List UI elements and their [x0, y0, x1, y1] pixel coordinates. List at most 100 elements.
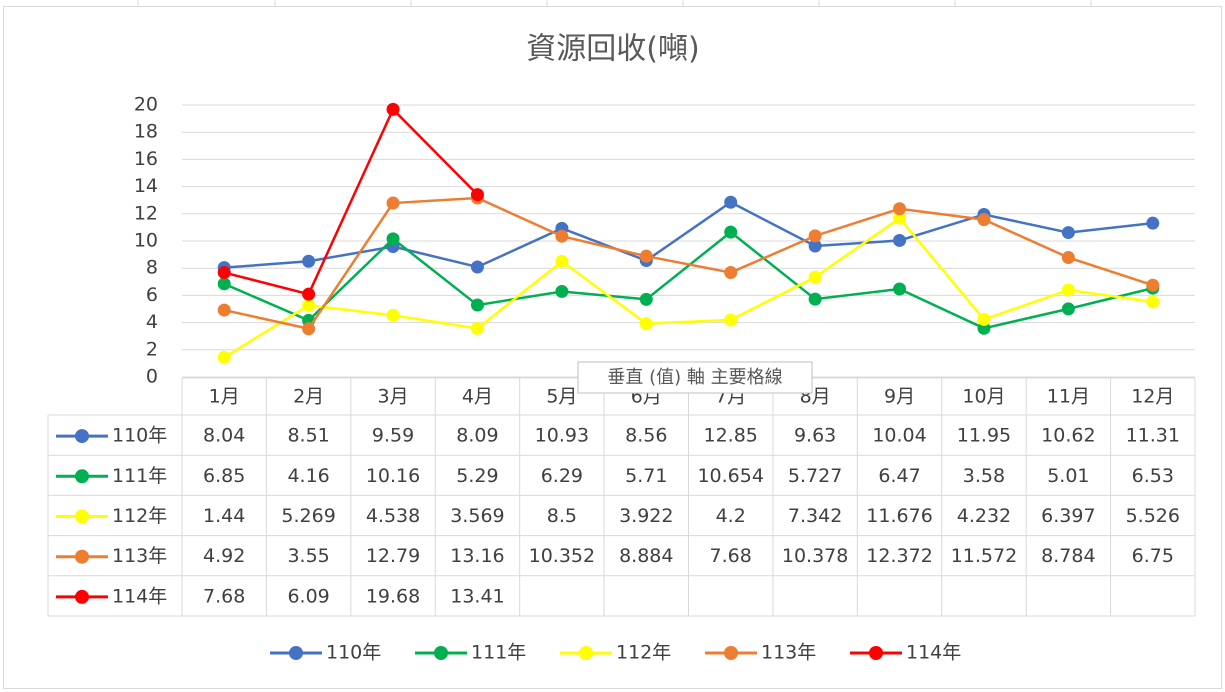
table-cell: 5.71: [625, 465, 667, 487]
marker: [217, 277, 231, 291]
table-legend-marker: [75, 549, 89, 564]
legend-label: 111年: [471, 642, 526, 664]
x-tick-label: 1月: [209, 386, 240, 408]
x-tick-label: 3月: [377, 386, 408, 408]
table-cell: 5.526: [1126, 505, 1180, 527]
marker: [1146, 295, 1160, 309]
legend-marker: [869, 646, 883, 660]
x-tick-label: 5月: [546, 386, 577, 408]
legend-label: 112年: [616, 642, 671, 664]
x-tick-label: 12月: [1131, 386, 1174, 408]
legend-marker: [579, 646, 593, 660]
marker: [724, 266, 738, 280]
table-cell: 6.75: [1132, 545, 1174, 567]
legend-marker: [289, 646, 303, 660]
marker: [302, 298, 316, 312]
table-cell: 6.85: [203, 465, 245, 487]
table-legend-marker: [75, 509, 89, 524]
table-cell: 3.55: [287, 545, 329, 567]
table-cell: 13.16: [450, 545, 504, 567]
y-tick-label: 16: [134, 148, 158, 170]
marker: [639, 249, 653, 263]
marker: [808, 239, 822, 253]
table-cell: 8.784: [1041, 545, 1095, 567]
table-cell: 13.41: [450, 585, 504, 607]
marker: [639, 317, 653, 331]
table-legend-marker: [75, 589, 89, 604]
marker: [1061, 251, 1075, 265]
table-cell: 7.68: [203, 585, 245, 607]
marker: [555, 254, 569, 268]
table-series-name: 111年: [112, 465, 167, 487]
table-series-name: 113年: [112, 545, 167, 567]
table-cell: 3.922: [619, 505, 673, 527]
table-cell: 4.16: [287, 465, 329, 487]
table-cell: 12.85: [704, 425, 758, 447]
x-tick-label: 4月: [462, 386, 493, 408]
table-cell: 1.44: [203, 505, 245, 527]
y-tick-label: 12: [134, 202, 158, 224]
table-cell: 6.47: [878, 465, 920, 487]
table-cell: 3.58: [963, 465, 1005, 487]
table-cell: 8.04: [203, 425, 245, 447]
marker: [1146, 216, 1160, 230]
marker: [302, 254, 316, 268]
table-cell: 11.95: [957, 425, 1011, 447]
marker: [217, 266, 231, 280]
marker: [893, 211, 907, 225]
marker: [977, 213, 991, 227]
legend-label: 113年: [761, 642, 816, 664]
table-cell: 6.09: [287, 585, 329, 607]
y-tick-label: 18: [134, 121, 158, 143]
table-cell: 7.68: [710, 545, 752, 567]
marker: [893, 202, 907, 216]
table-cell: 4.2: [716, 505, 746, 527]
tooltip-text: 垂直 (值) 軸 主要格線: [607, 367, 782, 388]
x-tick-label: 10月: [962, 386, 1005, 408]
marker: [555, 284, 569, 298]
marker: [724, 313, 738, 327]
table-cell: 12.372: [866, 545, 932, 567]
table-cell: 4.232: [957, 505, 1011, 527]
table-cell: 8.51: [287, 425, 329, 447]
marker: [1061, 226, 1075, 240]
marker: [724, 225, 738, 239]
y-tick-label: 4: [146, 311, 158, 333]
table-cell: 12.79: [366, 545, 420, 567]
marker: [724, 195, 738, 209]
marker: [1061, 302, 1075, 316]
table-cell: 10.93: [535, 425, 589, 447]
table-series-name: 114年: [112, 585, 167, 607]
marker: [470, 260, 484, 274]
marker: [555, 229, 569, 243]
table-cell: 19.68: [366, 585, 420, 607]
tooltip-box: [577, 361, 813, 394]
table-series-name: 112年: [112, 505, 167, 527]
marker: [386, 196, 400, 210]
marker: [808, 270, 822, 284]
table-cell: 10.04: [872, 425, 926, 447]
table-cell: 6.397: [1041, 505, 1095, 527]
y-tick-label: 10: [134, 230, 158, 252]
series-line: [223, 107, 479, 296]
x-tick-label: 2月: [293, 386, 324, 408]
marker: [470, 298, 484, 312]
marker: [386, 102, 400, 116]
x-tick-label: 11月: [1047, 386, 1090, 408]
table-series-name: 110年: [112, 425, 167, 447]
table-cell: 4.538: [366, 505, 420, 527]
marker: [808, 229, 822, 243]
marker: [386, 232, 400, 246]
y-tick-label: 0: [146, 366, 158, 388]
series-line: [223, 216, 1153, 359]
chart-title: 資源回收(噸): [526, 32, 699, 67]
table-cell: 11.31: [1126, 425, 1180, 447]
table-cell: 7.342: [788, 505, 842, 527]
table-cell: 8.5: [547, 505, 577, 527]
marker: [639, 292, 653, 306]
marker: [470, 321, 484, 335]
table-cell: 5.29: [456, 465, 498, 487]
table-cell: 3.569: [450, 505, 504, 527]
marker: [1146, 278, 1160, 292]
